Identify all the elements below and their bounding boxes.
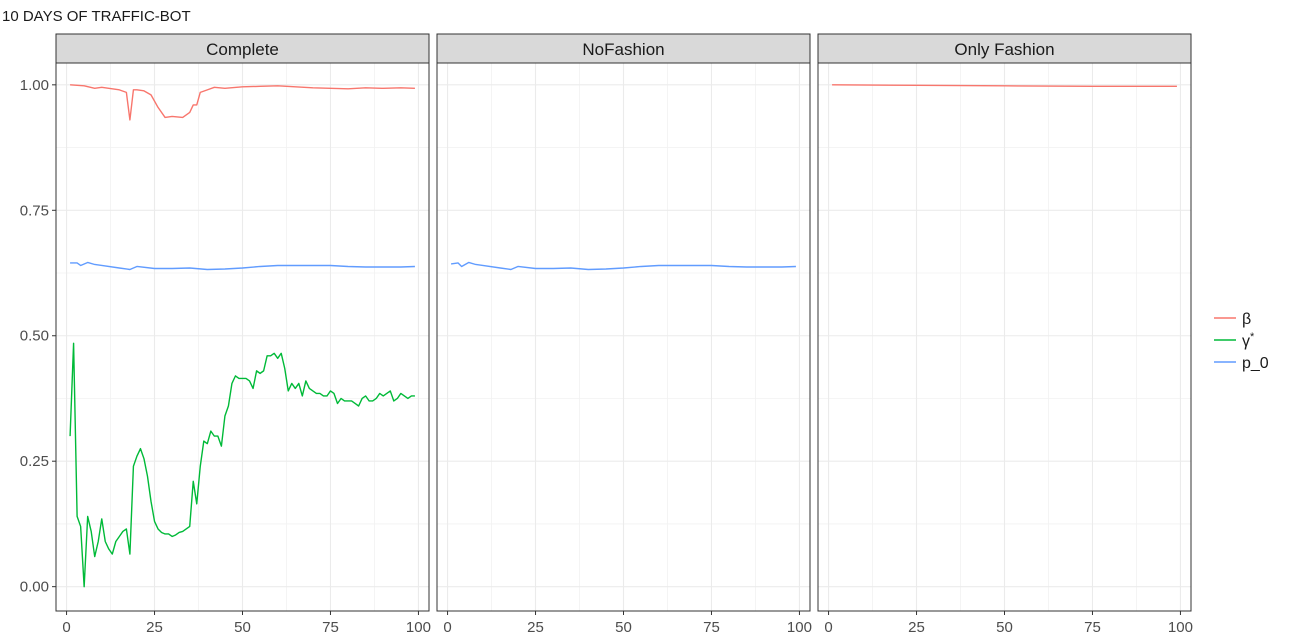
legend: βγ*p_0 xyxy=(1214,311,1269,372)
x-tick-label: 25 xyxy=(908,619,925,636)
series-line-beta xyxy=(70,84,415,121)
series-line-gamma xyxy=(69,342,415,588)
x-tick-label: 0 xyxy=(824,619,832,636)
y-tick-label: 0.75 xyxy=(20,202,49,219)
chart-title: 10 DAYS OF TRAFFIC-BOT xyxy=(2,8,191,25)
legend-label-text: p_0 xyxy=(1242,355,1269,372)
x-tick-label: 25 xyxy=(146,619,163,636)
facet-strip-label: Complete xyxy=(206,40,279,59)
facet-panel: Complete 0 25 50 75 100 0.00 0.25 0.50 0.75 1.00 xyxy=(20,33,431,636)
gridlines xyxy=(818,63,1191,611)
y-tick-label: 0.25 xyxy=(20,453,49,470)
series-lines xyxy=(69,84,415,588)
legend-label-text: γ xyxy=(1242,333,1250,350)
x-tick-label: 50 xyxy=(234,619,251,636)
series-line-p0 xyxy=(70,261,415,271)
facet-panels: Complete 0 25 50 75 100 0.00 0.25 0.50 0.75 1.00 No… xyxy=(20,33,1193,636)
x-tick-label: 75 xyxy=(703,619,720,636)
x-axis: 0 25 50 75 100 xyxy=(62,611,431,636)
legend-item-gamma: γ* xyxy=(1214,331,1255,350)
x-tick-label: 100 xyxy=(406,619,431,636)
facet-strip-label: Only Fashion xyxy=(954,40,1054,59)
x-tick-label: 50 xyxy=(996,619,1013,636)
y-tick-label: 1.00 xyxy=(20,77,49,94)
legend-label: p_0 xyxy=(1242,355,1269,372)
legend-label: β xyxy=(1242,311,1251,328)
x-tick-label: 75 xyxy=(322,619,339,636)
x-tick-label: 0 xyxy=(62,619,70,636)
x-tick-label: 75 xyxy=(1084,619,1101,636)
x-tick-label: 100 xyxy=(1168,619,1193,636)
legend-item-beta: β xyxy=(1214,311,1251,328)
facet-panel: NoFashion 0 25 50 75 100 xyxy=(436,33,812,636)
series-line-p0 xyxy=(450,261,796,271)
series-lines xyxy=(450,261,796,271)
facet-strip xyxy=(55,33,430,64)
series-lines xyxy=(832,84,1177,88)
gridlines xyxy=(56,63,429,611)
gridlines xyxy=(437,63,810,611)
facet-panel: Only Fashion 0 25 50 75 100 xyxy=(817,33,1193,636)
x-axis: 0 25 50 75 100 xyxy=(824,611,1193,636)
series-line-beta xyxy=(832,84,1177,88)
x-tick-label: 50 xyxy=(615,619,632,636)
x-tick-label: 100 xyxy=(787,619,812,636)
x-tick-label: 25 xyxy=(527,619,544,636)
x-axis: 0 25 50 75 100 xyxy=(443,611,812,636)
y-tick-label: 0.00 xyxy=(20,579,49,596)
facet-strip xyxy=(436,33,811,64)
x-tick-label: 0 xyxy=(443,619,451,636)
facet-strip xyxy=(817,33,1192,64)
y-axis: 0.00 0.25 0.50 0.75 1.00 xyxy=(20,77,56,596)
legend-label-superscript: * xyxy=(1250,331,1255,343)
y-tick-label: 0.50 xyxy=(20,328,49,345)
legend-item-p0: p_0 xyxy=(1214,355,1269,372)
facet-strip-label: NoFashion xyxy=(582,40,664,59)
legend-label: γ* xyxy=(1242,331,1255,350)
legend-label-text: β xyxy=(1242,311,1251,328)
